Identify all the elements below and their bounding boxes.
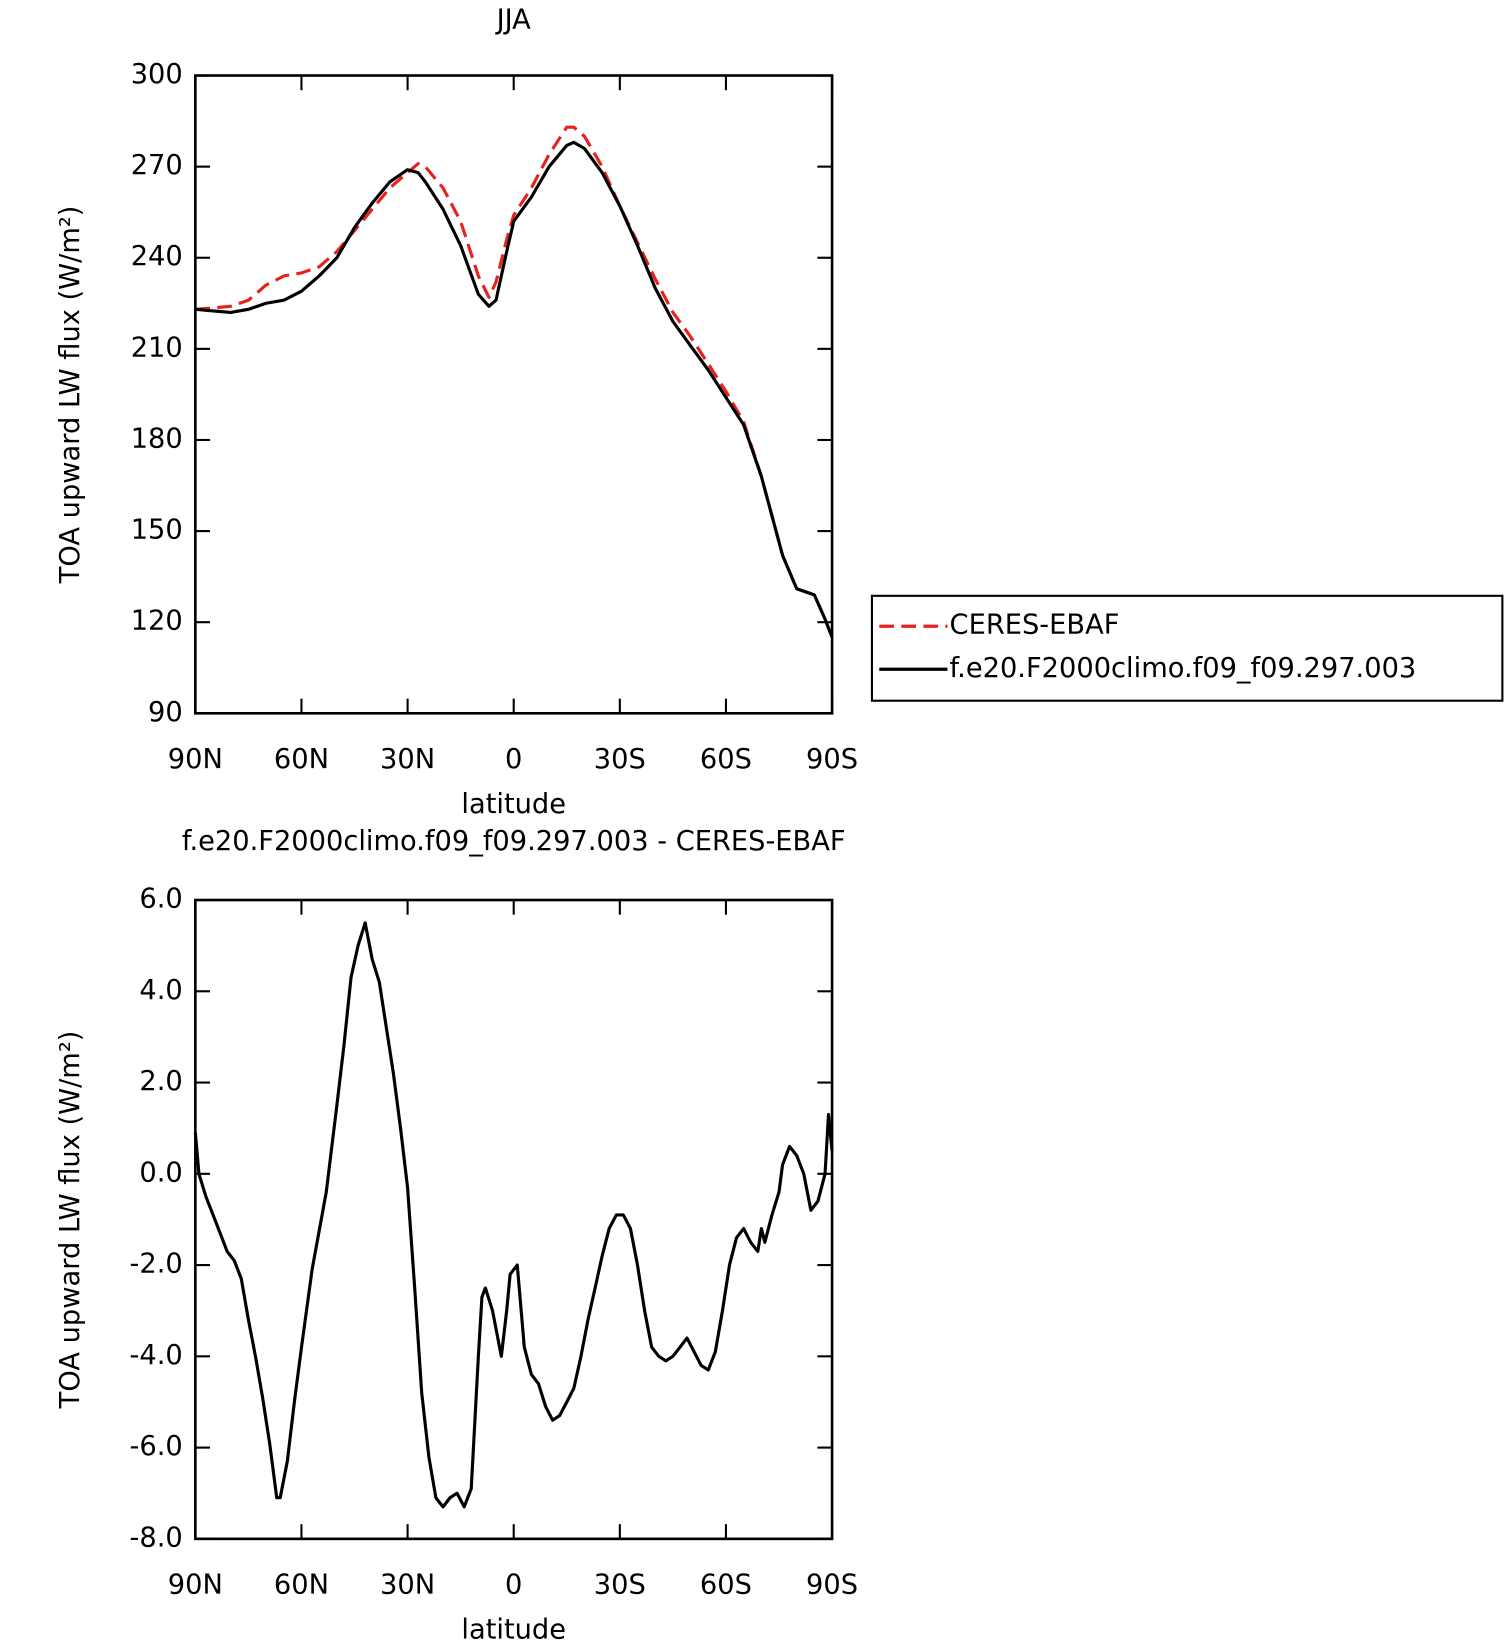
y-tick-label: 150 [131,515,183,546]
data-line [195,140,834,638]
x-tick-label: 0 [505,744,522,775]
x-tick-label: 90N [168,1570,223,1601]
chart-title: f.e20.F2000climo.f09_f09.297.003 - CERES… [182,826,846,857]
y-tick-label: -8.0 [130,1522,183,1553]
y-tick-label: 270 [131,150,183,181]
y-tick-label: 210 [131,332,183,363]
x-axis-label: latitude [461,1615,566,1646]
x-tick-label: 60N [274,1570,329,1601]
y-axis-label: TOA upward LW flux (W/m²) [55,1031,86,1410]
y-tick-label: 2.0 [139,1066,182,1097]
legend-label: f.e20.F2000climo.f09_f09.297.003 [950,653,1417,684]
y-tick-label: 4.0 [139,975,182,1006]
x-tick-label: 60S [700,1570,752,1601]
legend-label: CERES-EBAF [950,610,1120,641]
x-tick-label: 30S [594,1570,646,1601]
legend-box [870,594,1504,702]
y-tick-label: -2.0 [130,1249,183,1280]
y-axis-label: TOA upward LW flux (W/m²) [55,206,86,585]
x-tick-label: 0 [505,1570,522,1601]
y-tick-label: -4.0 [130,1340,183,1371]
y-tick-label: 90 [148,697,183,728]
x-tick-label: 60N [274,744,329,775]
y-tick-label: 180 [131,423,183,454]
x-tick-label: 90N [168,744,223,775]
x-tick-label: 90S [806,744,858,775]
x-tick-label: 30S [594,744,646,775]
chart-title: JJA [495,4,532,35]
plot-frame [194,898,834,1541]
x-tick-label: 90S [806,1570,858,1601]
y-tick-label: 300 [131,59,183,90]
x-axis-label: latitude [461,789,566,820]
y-tick-label: 0.0 [139,1157,182,1188]
data-line [193,921,834,1509]
x-tick-label: 60S [700,744,752,775]
x-tick-label: 30N [380,1570,435,1601]
y-tick-label: 240 [131,241,183,272]
plot-frame [194,74,834,715]
data-line [195,125,834,638]
x-tick-label: 30N [380,744,435,775]
y-tick-label: 120 [131,606,183,637]
y-tick-label: -6.0 [130,1431,183,1462]
y-tick-label: 6.0 [139,884,182,915]
